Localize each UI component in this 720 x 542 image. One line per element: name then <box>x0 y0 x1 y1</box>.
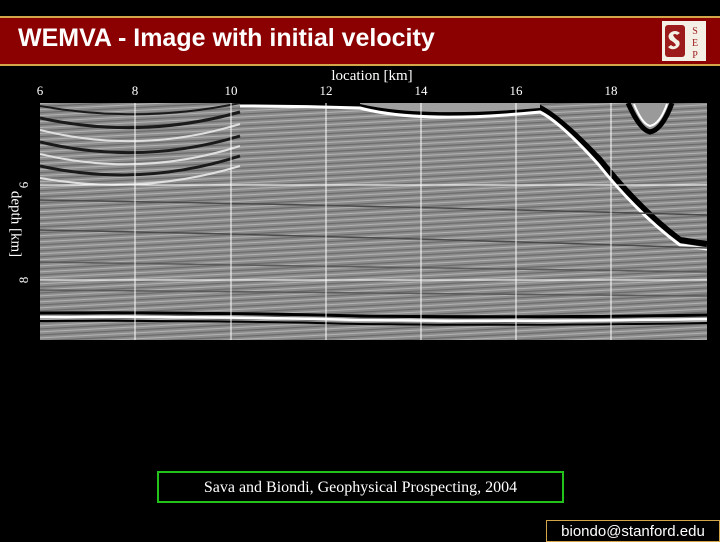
x-tick-label: 12 <box>319 83 333 98</box>
grid <box>40 103 707 340</box>
x-tick-label: 14 <box>414 83 428 98</box>
x-axis-label: location [km] <box>331 68 413 84</box>
title-bar: WEMVA - Image with initial velocity S E … <box>0 16 720 66</box>
x-tick-label: 8 <box>131 83 139 98</box>
footer-box: biondo@stanford.edu <box>546 520 720 542</box>
x-tick-label: 10 <box>224 83 238 98</box>
slide-title: WEMVA - Image with initial velocity <box>18 24 435 52</box>
footer-email: biondo@stanford.edu <box>561 523 705 540</box>
citation-text: Sava and Biondi, Geophysical Prospecting… <box>203 479 518 496</box>
reflectors <box>40 103 707 326</box>
x-tick-label: 6 <box>36 83 44 98</box>
y-tick-label: 6 <box>16 181 31 189</box>
svg-text:E: E <box>692 38 698 49</box>
svg-text:P: P <box>692 50 698 61</box>
svg-text:S: S <box>692 26 698 37</box>
x-tick-label: 18 <box>604 83 618 98</box>
y-axis-label: depth [km] <box>7 190 24 258</box>
citation-box: Sava and Biondi, Geophysical Prospecting… <box>157 471 564 503</box>
stanford-logo-icon: S E P <box>662 21 706 61</box>
y-tick-label: 8 <box>16 276 31 284</box>
seismic-panel <box>40 103 707 340</box>
x-tick-label: 16 <box>509 83 523 98</box>
